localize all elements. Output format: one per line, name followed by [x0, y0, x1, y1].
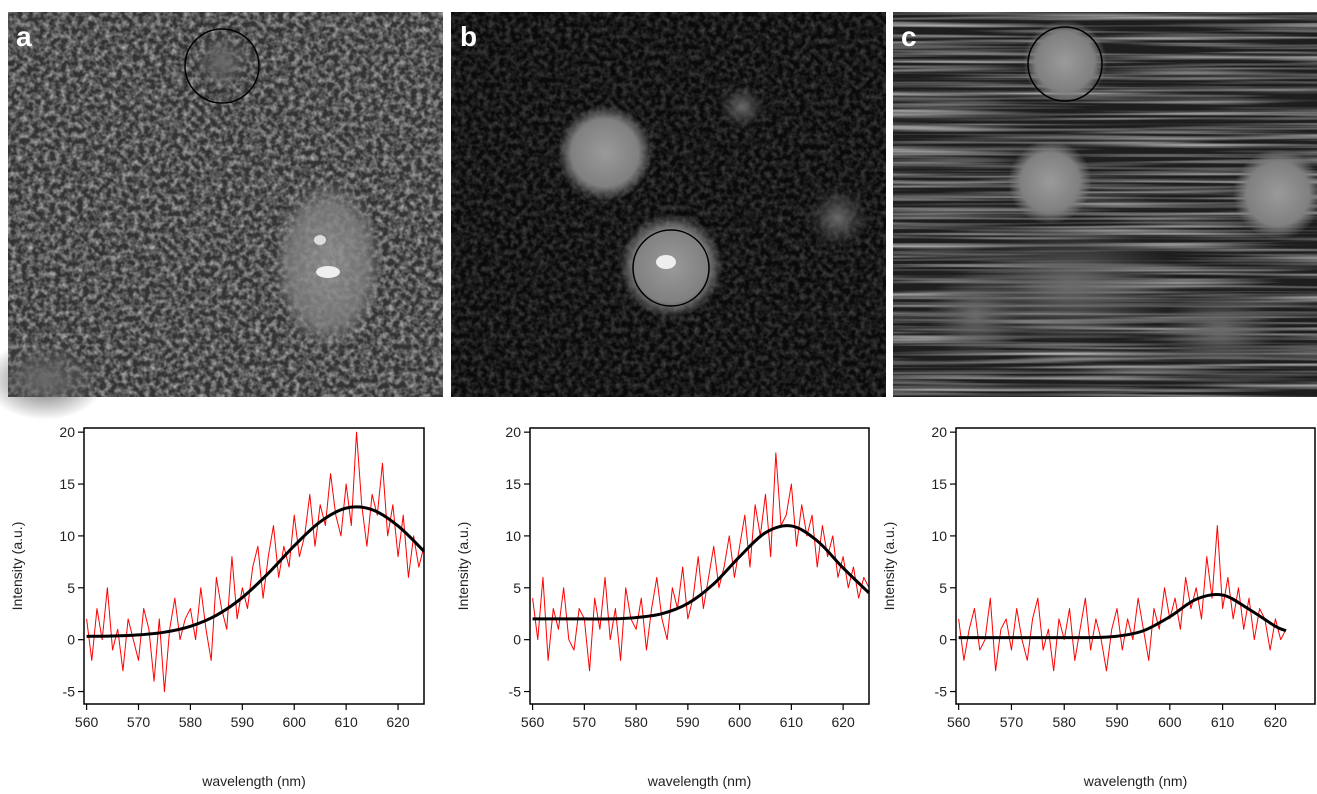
- y-tick-label: 0: [513, 632, 521, 648]
- x-tick-label: 570: [1000, 714, 1024, 730]
- spectrum-line: [958, 525, 1287, 672]
- y-tick-label: 5: [513, 580, 521, 596]
- x-tick-label: 600: [1158, 714, 1182, 730]
- x-tick-label: 580: [1053, 714, 1077, 730]
- plot-frame: [529, 427, 870, 705]
- plot-frame: [955, 427, 1316, 705]
- x-tick-label: 600: [728, 714, 752, 730]
- x-tick-label: 560: [521, 714, 545, 730]
- y-tick-label: 0: [939, 632, 947, 648]
- panel-label: c: [901, 21, 917, 52]
- y-tick-label: 20: [505, 424, 521, 440]
- panel-label: a: [16, 21, 32, 52]
- y-tick-label: 10: [505, 528, 521, 544]
- y-tick-label: -5: [63, 684, 76, 700]
- y-axis-label: Intensity (a.u.): [881, 522, 897, 611]
- panel-label: b: [460, 21, 477, 52]
- x-axis-label: wavelength (nm): [201, 773, 306, 789]
- y-tick-label: -5: [935, 684, 948, 700]
- fit-line: [532, 524, 871, 621]
- image-panel: [451, 12, 886, 397]
- x-tick-label: 560: [947, 714, 971, 730]
- y-axis-label: Intensity (a.u.): [455, 522, 471, 611]
- y-tick-label: 15: [505, 476, 521, 492]
- y-tick-label: 5: [67, 580, 75, 596]
- x-tick-label: 590: [1105, 714, 1129, 730]
- x-tick-label: 560: [75, 714, 99, 730]
- image-panel: [0, 12, 443, 420]
- x-tick-label: 600: [283, 714, 307, 730]
- x-axis-label: wavelength (nm): [647, 773, 752, 789]
- fit-line: [958, 592, 1287, 640]
- y-tick-label: 20: [59, 424, 75, 440]
- x-tick-label: 620: [831, 714, 855, 730]
- x-tick-label: 580: [624, 714, 648, 730]
- y-tick-label: 10: [931, 528, 947, 544]
- x-tick-label: 570: [573, 714, 597, 730]
- x-tick-label: 620: [386, 714, 410, 730]
- x-tick-label: 590: [231, 714, 255, 730]
- y-tick-label: 0: [67, 632, 75, 648]
- x-tick-label: 580: [179, 714, 203, 730]
- image-panel: [893, 12, 1317, 397]
- x-tick-label: 610: [1211, 714, 1235, 730]
- y-tick-label: 10: [59, 528, 75, 544]
- x-tick-label: 610: [780, 714, 804, 730]
- spectrum-line: [532, 452, 870, 672]
- x-tick-label: 570: [127, 714, 151, 730]
- x-tick-label: 590: [676, 714, 700, 730]
- fit-line: [86, 505, 426, 638]
- plot-frame: [83, 427, 425, 705]
- y-axis-label: Intensity (a.u.): [9, 522, 25, 611]
- y-tick-label: 5: [939, 580, 947, 596]
- y-tick-label: -5: [509, 684, 522, 700]
- x-axis-label: wavelength (nm): [1083, 773, 1188, 789]
- y-tick-label: 15: [59, 476, 75, 492]
- x-tick-label: 610: [334, 714, 358, 730]
- y-tick-label: 15: [931, 476, 947, 492]
- y-tick-label: 20: [931, 424, 947, 440]
- x-tick-label: 620: [1264, 714, 1288, 730]
- spectrum-line: [86, 431, 425, 693]
